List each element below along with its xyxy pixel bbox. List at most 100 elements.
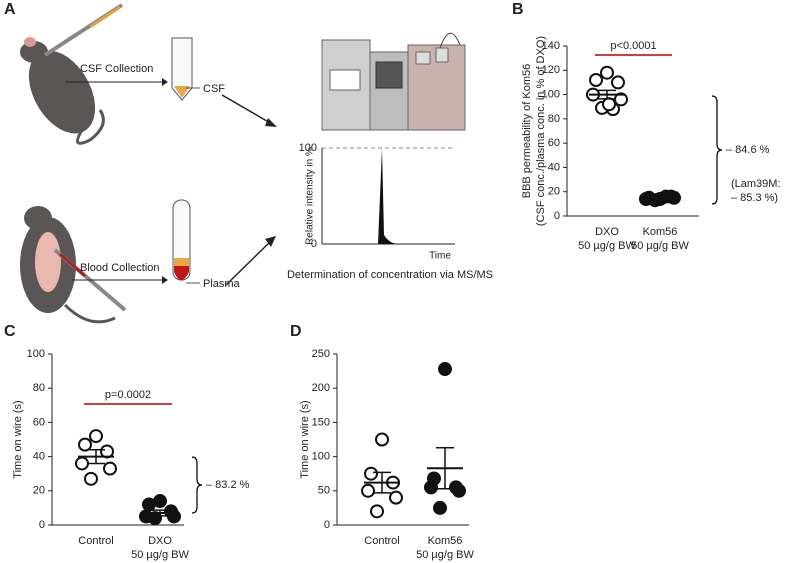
- mouse-tail: [63, 303, 116, 324]
- data-point: [78, 437, 92, 452]
- error-bar: [598, 89, 616, 100]
- ms-peak: [378, 148, 396, 244]
- mouse-head: [24, 206, 52, 230]
- bottle: [415, 51, 431, 65]
- data-point: [424, 480, 438, 495]
- y-tick-label: 100: [27, 348, 45, 360]
- data-point: [89, 429, 103, 444]
- y-tick-label: 0: [554, 210, 560, 222]
- y-axis-label: Time on wire (s): [12, 400, 24, 478]
- cable: [439, 32, 461, 49]
- x-tick-label: 50 µg/g BW: [131, 549, 189, 561]
- step-label: CSF Collection: [80, 63, 153, 75]
- plasma-layer: [174, 258, 189, 266]
- data-point: [589, 73, 603, 87]
- panel-a: A CSF Collection CSF Blood Collection Pl…: [4, 1, 493, 324]
- data-point: [364, 466, 378, 481]
- data-point: [602, 97, 616, 112]
- x-tick-label: Control: [78, 535, 113, 547]
- tube: [171, 37, 193, 101]
- y-tick-label: 80: [33, 382, 45, 394]
- reduction-label: (Lam39M:: [731, 178, 781, 190]
- sample-label: Plasma: [203, 278, 241, 290]
- y-tick-label: 120: [542, 64, 560, 76]
- step-label: Blood Collection: [80, 262, 160, 274]
- mouse: [28, 50, 96, 134]
- data-point: [452, 483, 466, 498]
- instrument-panel: [329, 69, 361, 91]
- y-tick-label: 40: [548, 161, 560, 173]
- reduction-label: – 85.3 %): [731, 192, 778, 204]
- y-tick-label: 60: [33, 416, 45, 428]
- p-value: p<0.0001: [610, 40, 656, 52]
- arrow-head: [265, 118, 277, 127]
- y-tick-label: 250: [312, 348, 330, 360]
- instrument-screen: [375, 61, 403, 89]
- ms-xlabel: Time: [429, 251, 451, 262]
- x-tick-label: DXO: [595, 226, 619, 238]
- data-point: [370, 504, 384, 519]
- y-tick-label: 40: [33, 451, 45, 463]
- error-bar: [87, 449, 105, 465]
- data-point: [142, 497, 156, 512]
- sample-label: CSF: [203, 83, 225, 95]
- x-tick-label: Kom56: [643, 226, 678, 238]
- y-tick-label: 0: [39, 519, 45, 531]
- data-point: [433, 500, 447, 515]
- x-tick-label: Kom56: [428, 535, 463, 547]
- error-bar: [373, 471, 391, 494]
- caption: Determination of concentration via MS/MS: [287, 269, 493, 281]
- mouse-head: [20, 41, 48, 63]
- arrow-head: [162, 78, 168, 86]
- data-point: [375, 432, 389, 447]
- reduction-label: – 83.2 %: [206, 479, 250, 491]
- error-bar: [436, 446, 454, 490]
- p-value: p=0.0002: [105, 389, 151, 401]
- ms-ylabel: Relative intensity in %: [305, 147, 316, 245]
- panel-label: D: [290, 323, 302, 340]
- reduction-label: – 84.6 %: [726, 144, 770, 156]
- y-tick-label: 0: [324, 519, 330, 531]
- y-tick-label: 200: [312, 382, 330, 394]
- y-tick-label: 80: [548, 113, 560, 125]
- mouse-tail: [76, 109, 105, 145]
- brace: [191, 456, 203, 514]
- error-bar: [651, 196, 669, 200]
- tube-fluid: [174, 86, 190, 98]
- y-tick-label: 20: [33, 485, 45, 497]
- bottle: [435, 47, 449, 63]
- data-point: [600, 65, 614, 80]
- syringe-fluid: [89, 5, 121, 29]
- mouse-ear: [24, 37, 36, 47]
- y-axis-label: (CSF conc./plasma conc. in % of DXO): [535, 36, 547, 226]
- syringe-fluid: [59, 252, 86, 278]
- y-tick-label: 50: [318, 485, 330, 497]
- y-tick-label: 150: [312, 416, 330, 428]
- panel-label: C: [4, 323, 16, 340]
- data-point: [611, 75, 625, 90]
- y-tick-label: 140: [542, 40, 560, 52]
- data-point: [361, 483, 375, 498]
- x-tick-label: Control: [364, 535, 399, 547]
- ms-tick: 0: [311, 238, 317, 250]
- panel-label: A: [4, 1, 16, 18]
- y-axis-label: Time on wire (s): [299, 400, 311, 478]
- data-point: [84, 471, 98, 486]
- y-tick-label: 20: [548, 186, 560, 198]
- y-tick-label: 100: [542, 88, 560, 100]
- arrow-head: [265, 236, 276, 247]
- y-axis-label: BBB permeability of Kom56: [521, 64, 533, 199]
- arrow-head: [162, 276, 168, 284]
- ms-tick: 100: [299, 142, 317, 154]
- x-tick-label: 50 µg/g BW: [578, 240, 636, 252]
- mouse-belly: [35, 232, 61, 292]
- y-tick-label: 100: [312, 451, 330, 463]
- data-point: [75, 456, 89, 471]
- x-tick-label: 50 µg/g BW: [416, 549, 474, 561]
- brace: [711, 95, 723, 205]
- data-point: [103, 461, 117, 476]
- x-tick-label: 50 µg/g BW: [631, 240, 689, 252]
- y-tick-label: 60: [548, 137, 560, 149]
- x-tick-label: DXO: [148, 535, 172, 547]
